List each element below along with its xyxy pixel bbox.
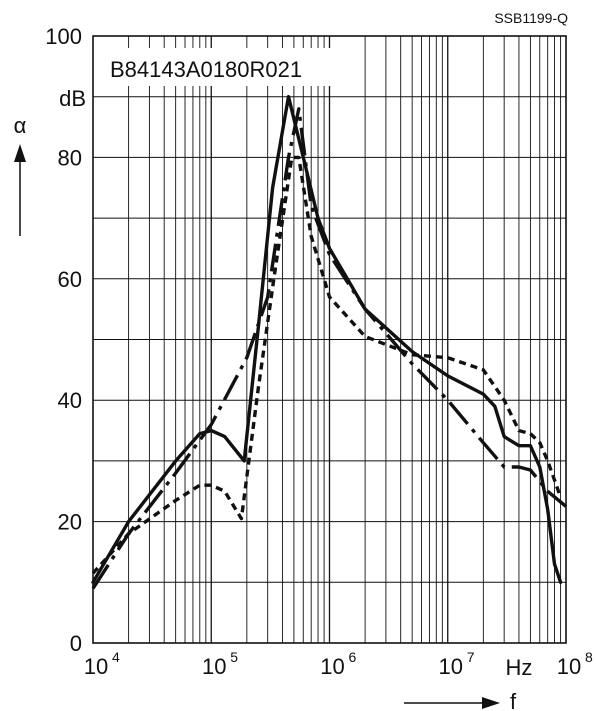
y-axis-arrow-head — [14, 144, 26, 162]
x-tick-label: 10 — [84, 654, 108, 679]
x-axis-arrow-head — [482, 697, 500, 709]
series-line-solid — [91, 95, 563, 584]
y-tick-labels: 0 20 40 60 80 100 — [45, 24, 82, 656]
x-tick-exponent: 6 — [349, 649, 357, 665]
y-axis-label: α — [14, 113, 27, 138]
x-tick-exponent: 7 — [467, 649, 475, 665]
y-tick-label: 100 — [45, 24, 82, 49]
series-line-dash-dot — [91, 107, 568, 590]
y-unit-bg — [48, 82, 90, 110]
x-tick-exponent: 5 — [230, 649, 238, 665]
y-tick-label: 40 — [58, 388, 82, 413]
chart-title: B84143A0180R021 — [110, 57, 302, 82]
y-tick-label: 0 — [70, 631, 82, 656]
x-tick-exponent: 8 — [585, 649, 593, 665]
x-unit-label: Hz — [506, 655, 533, 680]
curves — [91, 95, 568, 590]
series-line-dashed — [91, 155, 563, 575]
x-unit-bg — [500, 651, 540, 681]
y-tick-label: 60 — [58, 267, 82, 292]
title-box — [105, 48, 333, 86]
x-tick-exponent: 4 — [112, 649, 120, 665]
plot-frame — [92, 35, 567, 644]
figure-id: SSB1199-Q — [494, 10, 568, 26]
x-axis-label: f — [510, 689, 517, 711]
y-unit-label: dB — [59, 86, 86, 111]
y-tick-label: 20 — [58, 510, 82, 535]
x-tick-label: 10 — [557, 654, 581, 679]
x-tick-label: 10 — [202, 654, 226, 679]
x-tick-label: 10 — [320, 654, 344, 679]
plot-border — [92, 35, 567, 644]
grid-lines — [93, 36, 566, 643]
x-tick-labels: 10 4 10 5 10 6 10 7 10 8 — [84, 649, 593, 679]
x-tick-label: 10 — [439, 654, 463, 679]
y-tick-label: 80 — [58, 145, 82, 170]
